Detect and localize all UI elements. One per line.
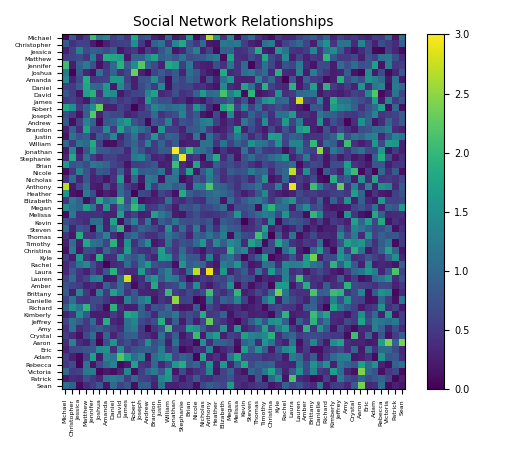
Title: Social Network Relationships: Social Network Relationships <box>133 15 333 29</box>
